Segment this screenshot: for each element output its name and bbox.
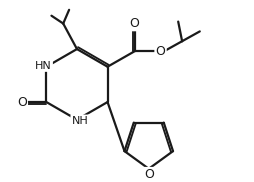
Text: O: O (156, 45, 165, 58)
Text: O: O (129, 17, 139, 30)
Text: HN: HN (35, 61, 52, 71)
Text: O: O (17, 96, 27, 108)
Text: NH: NH (72, 116, 88, 126)
Text: O: O (144, 168, 154, 181)
